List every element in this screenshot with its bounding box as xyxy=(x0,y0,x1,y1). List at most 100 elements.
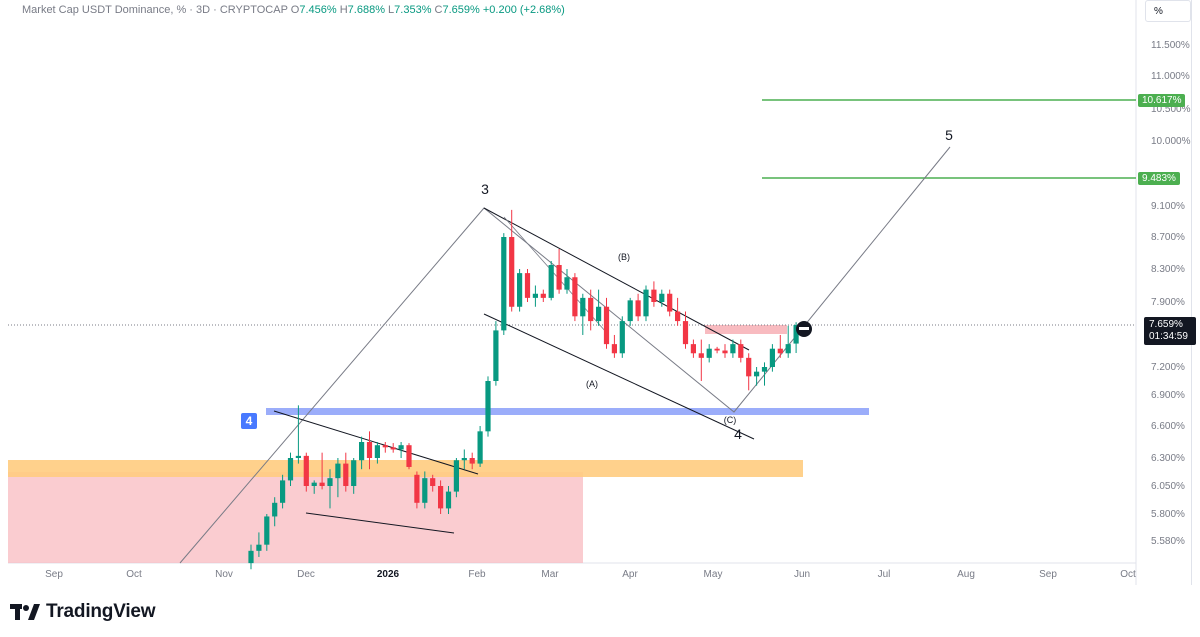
candle-body[interactable] xyxy=(793,325,799,344)
open-label: O xyxy=(290,4,300,16)
candle-body[interactable] xyxy=(675,311,681,322)
chart-area[interactable]: Market Cap USDT Dominance, % · 3D · CRYP… xyxy=(8,0,1196,585)
candle-body[interactable] xyxy=(311,482,317,486)
candle-body[interactable] xyxy=(422,478,428,503)
candle-body[interactable] xyxy=(343,463,349,486)
wave-label-4: 4 xyxy=(734,426,742,442)
candle-body[interactable] xyxy=(564,277,570,290)
candle-body[interactable] xyxy=(374,445,380,458)
chart-legend: Market Cap USDT Dominance, % · 3D · CRYP… xyxy=(22,4,565,16)
candle-body[interactable] xyxy=(406,445,412,467)
candle-body[interactable] xyxy=(485,381,491,432)
projection-marker-minus xyxy=(799,327,809,330)
price-tick: 7.900% xyxy=(1151,297,1185,308)
candle-body[interactable] xyxy=(746,357,752,377)
candle-body[interactable] xyxy=(611,344,617,354)
tradingview-logo-icon xyxy=(10,604,40,620)
candle-body[interactable] xyxy=(659,293,665,302)
symbol-title[interactable]: Market Cap USDT Dominance, % · 3D · CRYP… xyxy=(22,4,288,16)
candle-body[interactable] xyxy=(635,300,641,317)
candle-body[interactable] xyxy=(264,516,270,545)
candle-body[interactable] xyxy=(438,486,444,509)
candle-body[interactable] xyxy=(651,289,657,302)
candle-body[interactable] xyxy=(477,431,483,464)
candle-body[interactable] xyxy=(461,458,467,461)
current-price-tag: 7.659% 01:34:59 xyxy=(1144,317,1196,345)
candle-body[interactable] xyxy=(469,458,475,464)
candlestick-series[interactable] xyxy=(248,209,799,570)
candle-body[interactable] xyxy=(319,482,325,486)
candle-body[interactable] xyxy=(754,371,760,377)
wave-label-b: (B) xyxy=(618,252,630,262)
candle-body[interactable] xyxy=(619,321,625,354)
candle-body[interactable] xyxy=(501,237,507,331)
candle-body[interactable] xyxy=(572,277,578,317)
time-tick: Sep xyxy=(45,569,63,580)
candle-body[interactable] xyxy=(287,458,294,481)
candle-body[interactable] xyxy=(517,273,523,307)
candle-body[interactable] xyxy=(627,300,633,322)
candle-body[interactable] xyxy=(730,344,736,354)
candle-body[interactable] xyxy=(295,455,301,458)
candle-body[interactable] xyxy=(690,344,696,354)
candle-body[interactable] xyxy=(493,330,499,381)
candle-body[interactable] xyxy=(761,367,768,372)
candle-body[interactable] xyxy=(682,321,689,345)
candle-body[interactable] xyxy=(588,297,594,322)
target-lower-tag: 9.483% xyxy=(1138,172,1180,185)
candle-body[interactable] xyxy=(785,344,791,354)
candle-body[interactable] xyxy=(359,442,365,461)
candle-body[interactable] xyxy=(256,544,262,551)
time-tick: Oct xyxy=(126,569,142,580)
channel-upper-line xyxy=(483,207,750,351)
candle-body[interactable] xyxy=(390,447,396,450)
candle-body[interactable] xyxy=(414,474,420,503)
candle-body[interactable] xyxy=(303,455,309,486)
candle-body[interactable] xyxy=(398,445,404,450)
candle-body[interactable] xyxy=(248,550,254,564)
channel-lower-line xyxy=(483,313,755,440)
candle-body[interactable] xyxy=(643,289,649,317)
candle-body[interactable] xyxy=(667,293,673,312)
candle-body[interactable] xyxy=(738,344,744,358)
candle-body[interactable] xyxy=(327,478,333,486)
candle-body[interactable] xyxy=(603,306,610,345)
candle-body[interactable] xyxy=(777,348,783,354)
close-label: C xyxy=(434,4,443,16)
time-tick: Jun xyxy=(793,569,811,580)
candle-body[interactable] xyxy=(524,273,531,298)
candle-body[interactable] xyxy=(366,442,373,458)
candle-body[interactable] xyxy=(596,306,602,322)
candle-body[interactable] xyxy=(445,491,452,509)
candle-body[interactable] xyxy=(580,297,586,317)
unit-toggle-button[interactable]: % xyxy=(1145,0,1191,22)
candle-body[interactable] xyxy=(706,348,712,358)
candle-body[interactable] xyxy=(548,265,554,298)
candle-body[interactable] xyxy=(509,237,515,307)
candle-body[interactable] xyxy=(769,348,775,367)
candle-body[interactable] xyxy=(453,460,459,492)
candle-body[interactable] xyxy=(351,460,357,486)
candle-body[interactable] xyxy=(382,445,388,448)
candle-body[interactable] xyxy=(698,353,704,358)
candle-body[interactable] xyxy=(272,502,278,517)
candle-body[interactable] xyxy=(722,350,728,354)
time-tick: Feb xyxy=(468,569,486,580)
tradingview-logo[interactable]: TradingView xyxy=(10,601,156,623)
supply-zone-orange xyxy=(8,460,803,477)
candle-body[interactable] xyxy=(430,478,436,486)
candle-body[interactable] xyxy=(714,348,720,351)
chart-canvas[interactable] xyxy=(8,0,1191,585)
demand-zone-red xyxy=(8,472,583,563)
time-tick: Sep xyxy=(1039,569,1057,580)
high-value: 7.688% xyxy=(347,4,385,16)
candle-body[interactable] xyxy=(540,293,546,298)
candle-body[interactable] xyxy=(556,265,562,290)
wave-4-badge: 4 xyxy=(241,413,257,429)
price-tick: 8.700% xyxy=(1151,232,1185,243)
candle-body[interactable] xyxy=(335,463,341,479)
candle-body[interactable] xyxy=(280,480,286,503)
candle-body[interactable] xyxy=(532,293,538,298)
time-tick: May xyxy=(703,569,723,580)
target-upper-tag: 10.617% xyxy=(1138,94,1186,107)
